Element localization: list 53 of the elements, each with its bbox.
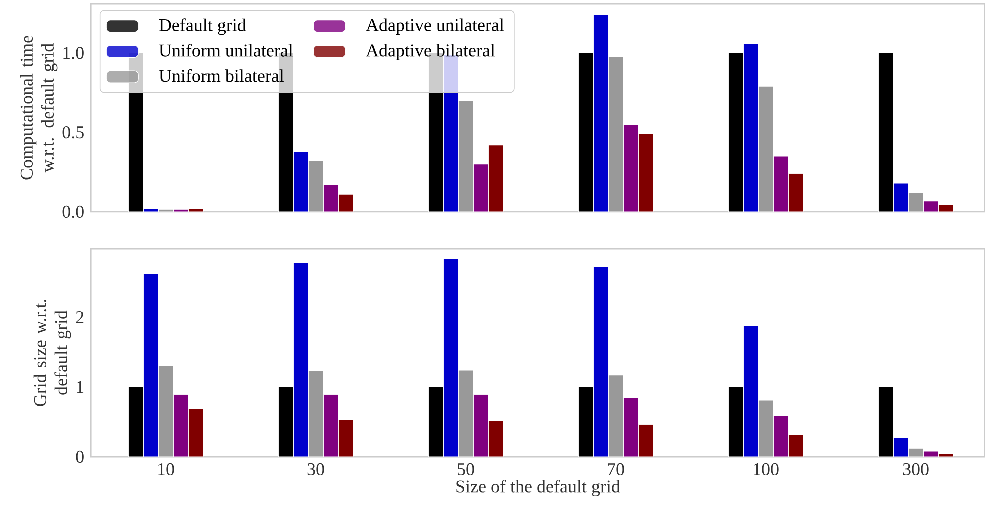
bar <box>323 184 339 212</box>
bar <box>623 124 639 212</box>
bar <box>188 408 204 458</box>
bar <box>578 386 594 458</box>
bar <box>638 424 654 458</box>
bar <box>488 420 504 458</box>
x-axis-title: Size of the default grid <box>456 480 620 497</box>
legend-label: Uniform unilateral <box>159 44 294 57</box>
legend-label: Default grid <box>159 18 246 36</box>
bar <box>758 400 774 458</box>
bar <box>338 420 354 458</box>
bar <box>158 366 174 458</box>
y-tick-label: 1.0 <box>64 47 84 60</box>
legend-label: Uniform bilateral <box>159 69 284 82</box>
bar <box>788 434 804 458</box>
y-tick-label: 2 <box>76 311 84 324</box>
x-tick-label: 70 <box>608 463 624 476</box>
bar <box>878 386 894 458</box>
bar <box>308 160 324 212</box>
bar <box>608 56 624 212</box>
bar <box>908 192 924 212</box>
bar <box>128 386 144 458</box>
bar <box>788 174 804 212</box>
x-tick-label: 50 <box>458 463 474 476</box>
x-tick-label: 100 <box>754 463 779 476</box>
bar <box>638 134 654 212</box>
legend-label: Adaptive bilateral <box>366 44 496 60</box>
bar <box>578 52 594 212</box>
y-axis-title: Grid size w.r.t. default grid <box>34 300 72 406</box>
y-tick-label: 0 <box>76 450 84 464</box>
bar <box>338 194 354 212</box>
y-tick-label: 0.0 <box>62 206 84 218</box>
bar <box>488 145 504 212</box>
bar <box>758 86 774 212</box>
bar <box>923 201 939 212</box>
y-axis-title: Computational time w.r.t. default grid <box>20 36 58 180</box>
bar <box>458 370 474 458</box>
x-tick-label: 10 <box>158 463 174 476</box>
bar <box>428 386 444 458</box>
y-tick-label: 1 <box>77 381 84 394</box>
bar <box>308 370 324 458</box>
bar <box>473 164 489 212</box>
y-tick-label: 0.5 <box>62 126 84 139</box>
bar <box>773 156 789 212</box>
x-tick-label: 30 <box>308 463 324 476</box>
legend-label: Adaptive unilateral <box>366 18 504 36</box>
x-tick-label: 300 <box>903 463 929 476</box>
bar <box>608 375 624 458</box>
bar <box>278 386 294 458</box>
bar <box>728 386 744 458</box>
bar <box>878 52 894 212</box>
bar <box>728 52 744 212</box>
bar <box>458 100 474 212</box>
